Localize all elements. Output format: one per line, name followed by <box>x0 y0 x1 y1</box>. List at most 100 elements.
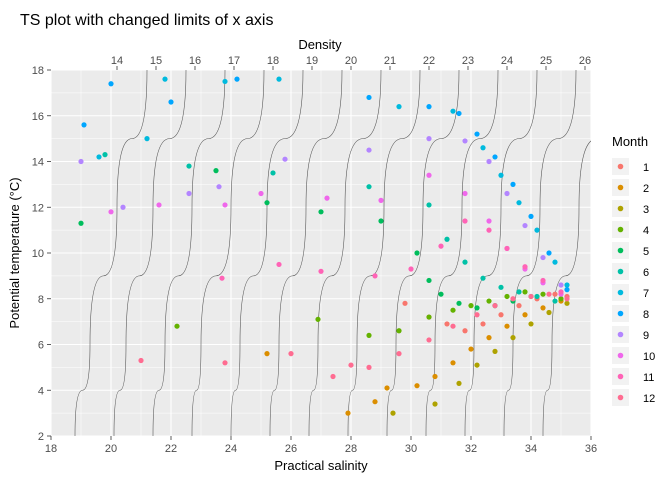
data-point-month-8 <box>546 250 552 256</box>
legend-label: 1 <box>643 162 649 174</box>
data-point-month-2 <box>450 360 456 366</box>
density-isoline-17 <box>191 70 265 436</box>
data-point-month-11 <box>318 268 324 274</box>
data-point-month-5 <box>213 168 219 174</box>
data-point-month-1 <box>462 328 468 334</box>
data-point-month-6 <box>480 275 486 281</box>
legend-label: 11 <box>643 372 654 384</box>
data-point-month-12 <box>138 357 144 364</box>
data-point-month-6 <box>444 236 450 242</box>
x-tick-label: 30 <box>405 443 417 455</box>
data-point-month-9 <box>366 147 372 153</box>
legend-label: 2 <box>643 183 649 195</box>
data-point-month-4 <box>366 332 372 338</box>
legend-key-month-5 <box>617 247 624 254</box>
data-point-month-7 <box>96 154 102 160</box>
data-point-month-7 <box>162 76 168 82</box>
y-tick-label: 2 <box>38 431 44 443</box>
y-tick-label: 18 <box>32 65 44 77</box>
data-point-month-6 <box>516 289 522 295</box>
data-point-month-10 <box>462 190 468 197</box>
density-isoline-19 <box>269 70 343 436</box>
data-point-month-12 <box>474 312 480 318</box>
data-point-month-11 <box>276 261 282 268</box>
legend-label: 7 <box>643 288 649 300</box>
density-label: 25 <box>540 55 552 67</box>
y-tick-label: 12 <box>32 202 44 214</box>
data-point-month-2 <box>522 312 528 318</box>
data-point-month-12 <box>426 337 432 343</box>
data-point-month-6 <box>534 293 540 300</box>
data-point-month-7 <box>396 104 402 110</box>
data-point-month-12 <box>396 351 402 357</box>
legend-label: 3 <box>643 204 649 216</box>
x-tick-label: 24 <box>225 443 237 455</box>
density-label: 15 <box>150 55 162 67</box>
legend-label: 10 <box>643 351 655 363</box>
data-point-month-9 <box>216 184 222 190</box>
density-label: 22 <box>423 55 435 67</box>
data-point-month-1 <box>480 321 486 327</box>
data-point-month-11 <box>486 227 492 233</box>
density-isoline-14 <box>74 70 148 436</box>
data-point-month-1 <box>498 312 504 318</box>
data-point-month-1 <box>444 321 450 327</box>
data-point-month-8 <box>366 94 372 101</box>
data-point-month-6 <box>186 163 192 169</box>
data-point-month-10 <box>258 190 264 197</box>
data-point-month-5 <box>426 277 432 284</box>
data-point-month-4 <box>468 303 474 309</box>
density-isoline-25 <box>503 70 577 436</box>
legend-key-month-12 <box>617 394 624 401</box>
data-point-month-5 <box>264 200 270 206</box>
legend-label: 12 <box>643 393 655 405</box>
data-point-month-11 <box>558 289 564 295</box>
data-point-month-4 <box>522 289 528 295</box>
data-point-month-12 <box>330 373 336 380</box>
data-point-month-6 <box>462 259 468 265</box>
data-point-month-10 <box>324 195 330 201</box>
data-point-month-1 <box>402 300 408 306</box>
x-axis-title: Practical salinity <box>274 458 368 473</box>
data-point-month-7 <box>144 136 150 142</box>
data-point-month-6 <box>552 298 558 304</box>
data-point-month-9 <box>426 136 432 142</box>
y-tick-label: 16 <box>32 111 44 123</box>
data-point-month-12 <box>492 303 498 309</box>
data-point-month-9 <box>486 158 492 165</box>
data-point-month-11 <box>438 243 444 249</box>
data-point-month-5 <box>318 209 324 215</box>
x-tick-label: 34 <box>525 443 537 455</box>
legend-key-month-11 <box>617 373 624 380</box>
data-point-month-6 <box>366 184 372 190</box>
data-point-month-2 <box>468 346 474 352</box>
legend-key-month-2 <box>617 184 624 191</box>
density-label: 14 <box>111 55 123 67</box>
x-tick-label: 28 <box>345 443 357 455</box>
data-point-month-4 <box>315 316 321 322</box>
data-point-month-5 <box>378 218 384 224</box>
data-point-month-2 <box>414 383 420 389</box>
x-tick-label: 18 <box>45 443 57 455</box>
y-tick-label: 14 <box>32 157 44 169</box>
data-point-month-10 <box>486 218 492 224</box>
y-axis: 2 4 6 8 10 12 14 16 18 <box>32 65 51 443</box>
legend-key-month-6 <box>617 268 624 275</box>
data-point-month-2 <box>432 373 438 380</box>
data-point-month-8 <box>528 213 534 219</box>
x-tick-label: 36 <box>585 443 597 455</box>
data-point-month-3 <box>546 309 552 316</box>
data-point-month-3 <box>528 321 534 327</box>
top-axis-title: Density <box>298 37 342 52</box>
y-tick-label: 8 <box>38 294 44 306</box>
legend-key-month-4 <box>617 226 624 233</box>
data-point-month-2 <box>345 410 351 416</box>
data-point-month-4 <box>486 298 492 304</box>
density-isolines <box>74 70 591 436</box>
data-point-month-10 <box>156 202 162 208</box>
legend-label: 6 <box>643 267 649 279</box>
data-point-month-9 <box>558 282 564 288</box>
